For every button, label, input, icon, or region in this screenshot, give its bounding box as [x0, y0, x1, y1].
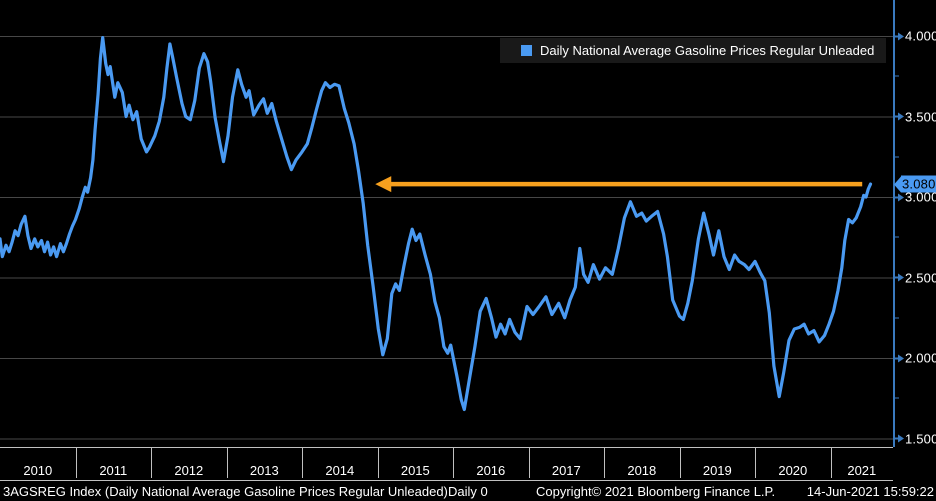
tick-arrow-icon — [898, 32, 904, 40]
legend-label: Daily National Average Gasoline Prices R… — [540, 43, 875, 58]
status-bar: 3AGSREG Index (Daily National Average Ga… — [0, 481, 936, 501]
x-year-separator — [453, 448, 454, 478]
x-year-separator — [679, 448, 681, 478]
x-year-separator — [830, 448, 832, 478]
tick-line — [893, 35, 898, 37]
x-year-separator — [226, 448, 228, 478]
tick-line — [893, 437, 898, 440]
price-chart — [0, 36, 893, 440]
x-year-label: 2017 — [551, 463, 581, 478]
y-tick-label: 2.500 — [905, 270, 936, 285]
tick-arrow-icon — [898, 273, 904, 282]
x-year-label: 2013 — [249, 463, 279, 478]
last-price-value: 3.080 — [901, 175, 936, 193]
x-year-label: 2014 — [325, 463, 355, 478]
y-minor-tick — [893, 317, 899, 319]
y-tick: 2.000 — [893, 351, 936, 366]
x-year-separator — [302, 448, 303, 478]
badge-left-arrow-icon — [894, 176, 901, 193]
y-minor-tick — [893, 75, 899, 77]
y-axis-line — [893, 0, 895, 447]
x-year-label: 2019 — [702, 463, 732, 478]
tick-arrow-icon — [898, 193, 904, 201]
y-tick: 4.000 — [893, 29, 936, 44]
y-tick-label: 4.000 — [905, 28, 936, 44]
x-axis-year-band: 2010 2011 2012 2013 2014 2015 2016 2017 2018 2019… — [0, 447, 893, 481]
chart-plot-area[interactable]: Daily National Average Gasoline Prices R… — [0, 0, 893, 447]
tick-line — [893, 115, 898, 118]
x-year-label: 2011 — [99, 463, 128, 478]
tick-line — [893, 196, 898, 198]
ticker-description: 3AGSREG Index (Daily National Average Ga… — [3, 484, 448, 499]
y-tick: 2.500 — [893, 270, 936, 285]
x-year-label: 2015 — [400, 463, 430, 478]
x-year-label: 2010 — [23, 463, 53, 478]
y-tick-label: 2.000 — [905, 350, 936, 366]
price-line — [0, 36, 873, 412]
tick-arrow-icon — [898, 112, 904, 121]
tick-arrow-icon — [898, 434, 904, 443]
x-year-label: 2021 — [847, 463, 877, 478]
x-year-label: 2018 — [627, 463, 657, 478]
x-year-separator — [151, 448, 152, 478]
annotation-arrow-head-icon — [375, 176, 392, 193]
x-year-separator — [604, 448, 605, 478]
x-year-separator — [528, 448, 530, 478]
y-tick-label: 1.500 — [905, 431, 936, 446]
y-tick: 1.500 — [893, 431, 936, 446]
tick-line — [893, 357, 898, 359]
x-year-label: 2012 — [174, 463, 204, 478]
x-year-label: 2020 — [778, 463, 808, 478]
tick-arrow-icon — [898, 354, 904, 362]
tick-line — [893, 276, 898, 279]
x-year-separator — [755, 448, 756, 478]
last-price-badge: 3.080 — [894, 175, 936, 193]
chart-legend[interactable]: Daily National Average Gasoline Prices R… — [500, 38, 886, 63]
frequency-label: Daily 0 — [448, 484, 488, 499]
y-tick: 3.500 — [893, 109, 936, 124]
y-tick-label: 3.500 — [905, 109, 936, 124]
timestamp-label: 14-Jun-2021 15:59:22 — [806, 484, 934, 499]
x-year-separator — [377, 448, 379, 478]
y-tick-label: 3.000 — [905, 189, 936, 205]
y-minor-tick — [893, 236, 899, 238]
legend-series-swatch-icon — [521, 45, 532, 56]
y-tick: 3.000 — [893, 190, 936, 205]
y-minor-tick — [893, 397, 899, 399]
copyright-label: Copyright© 2021 Bloomberg Finance L.P. — [536, 484, 776, 499]
y-minor-tick — [893, 156, 899, 158]
x-year-label: 2016 — [476, 463, 506, 478]
x-year-separator — [75, 448, 77, 478]
